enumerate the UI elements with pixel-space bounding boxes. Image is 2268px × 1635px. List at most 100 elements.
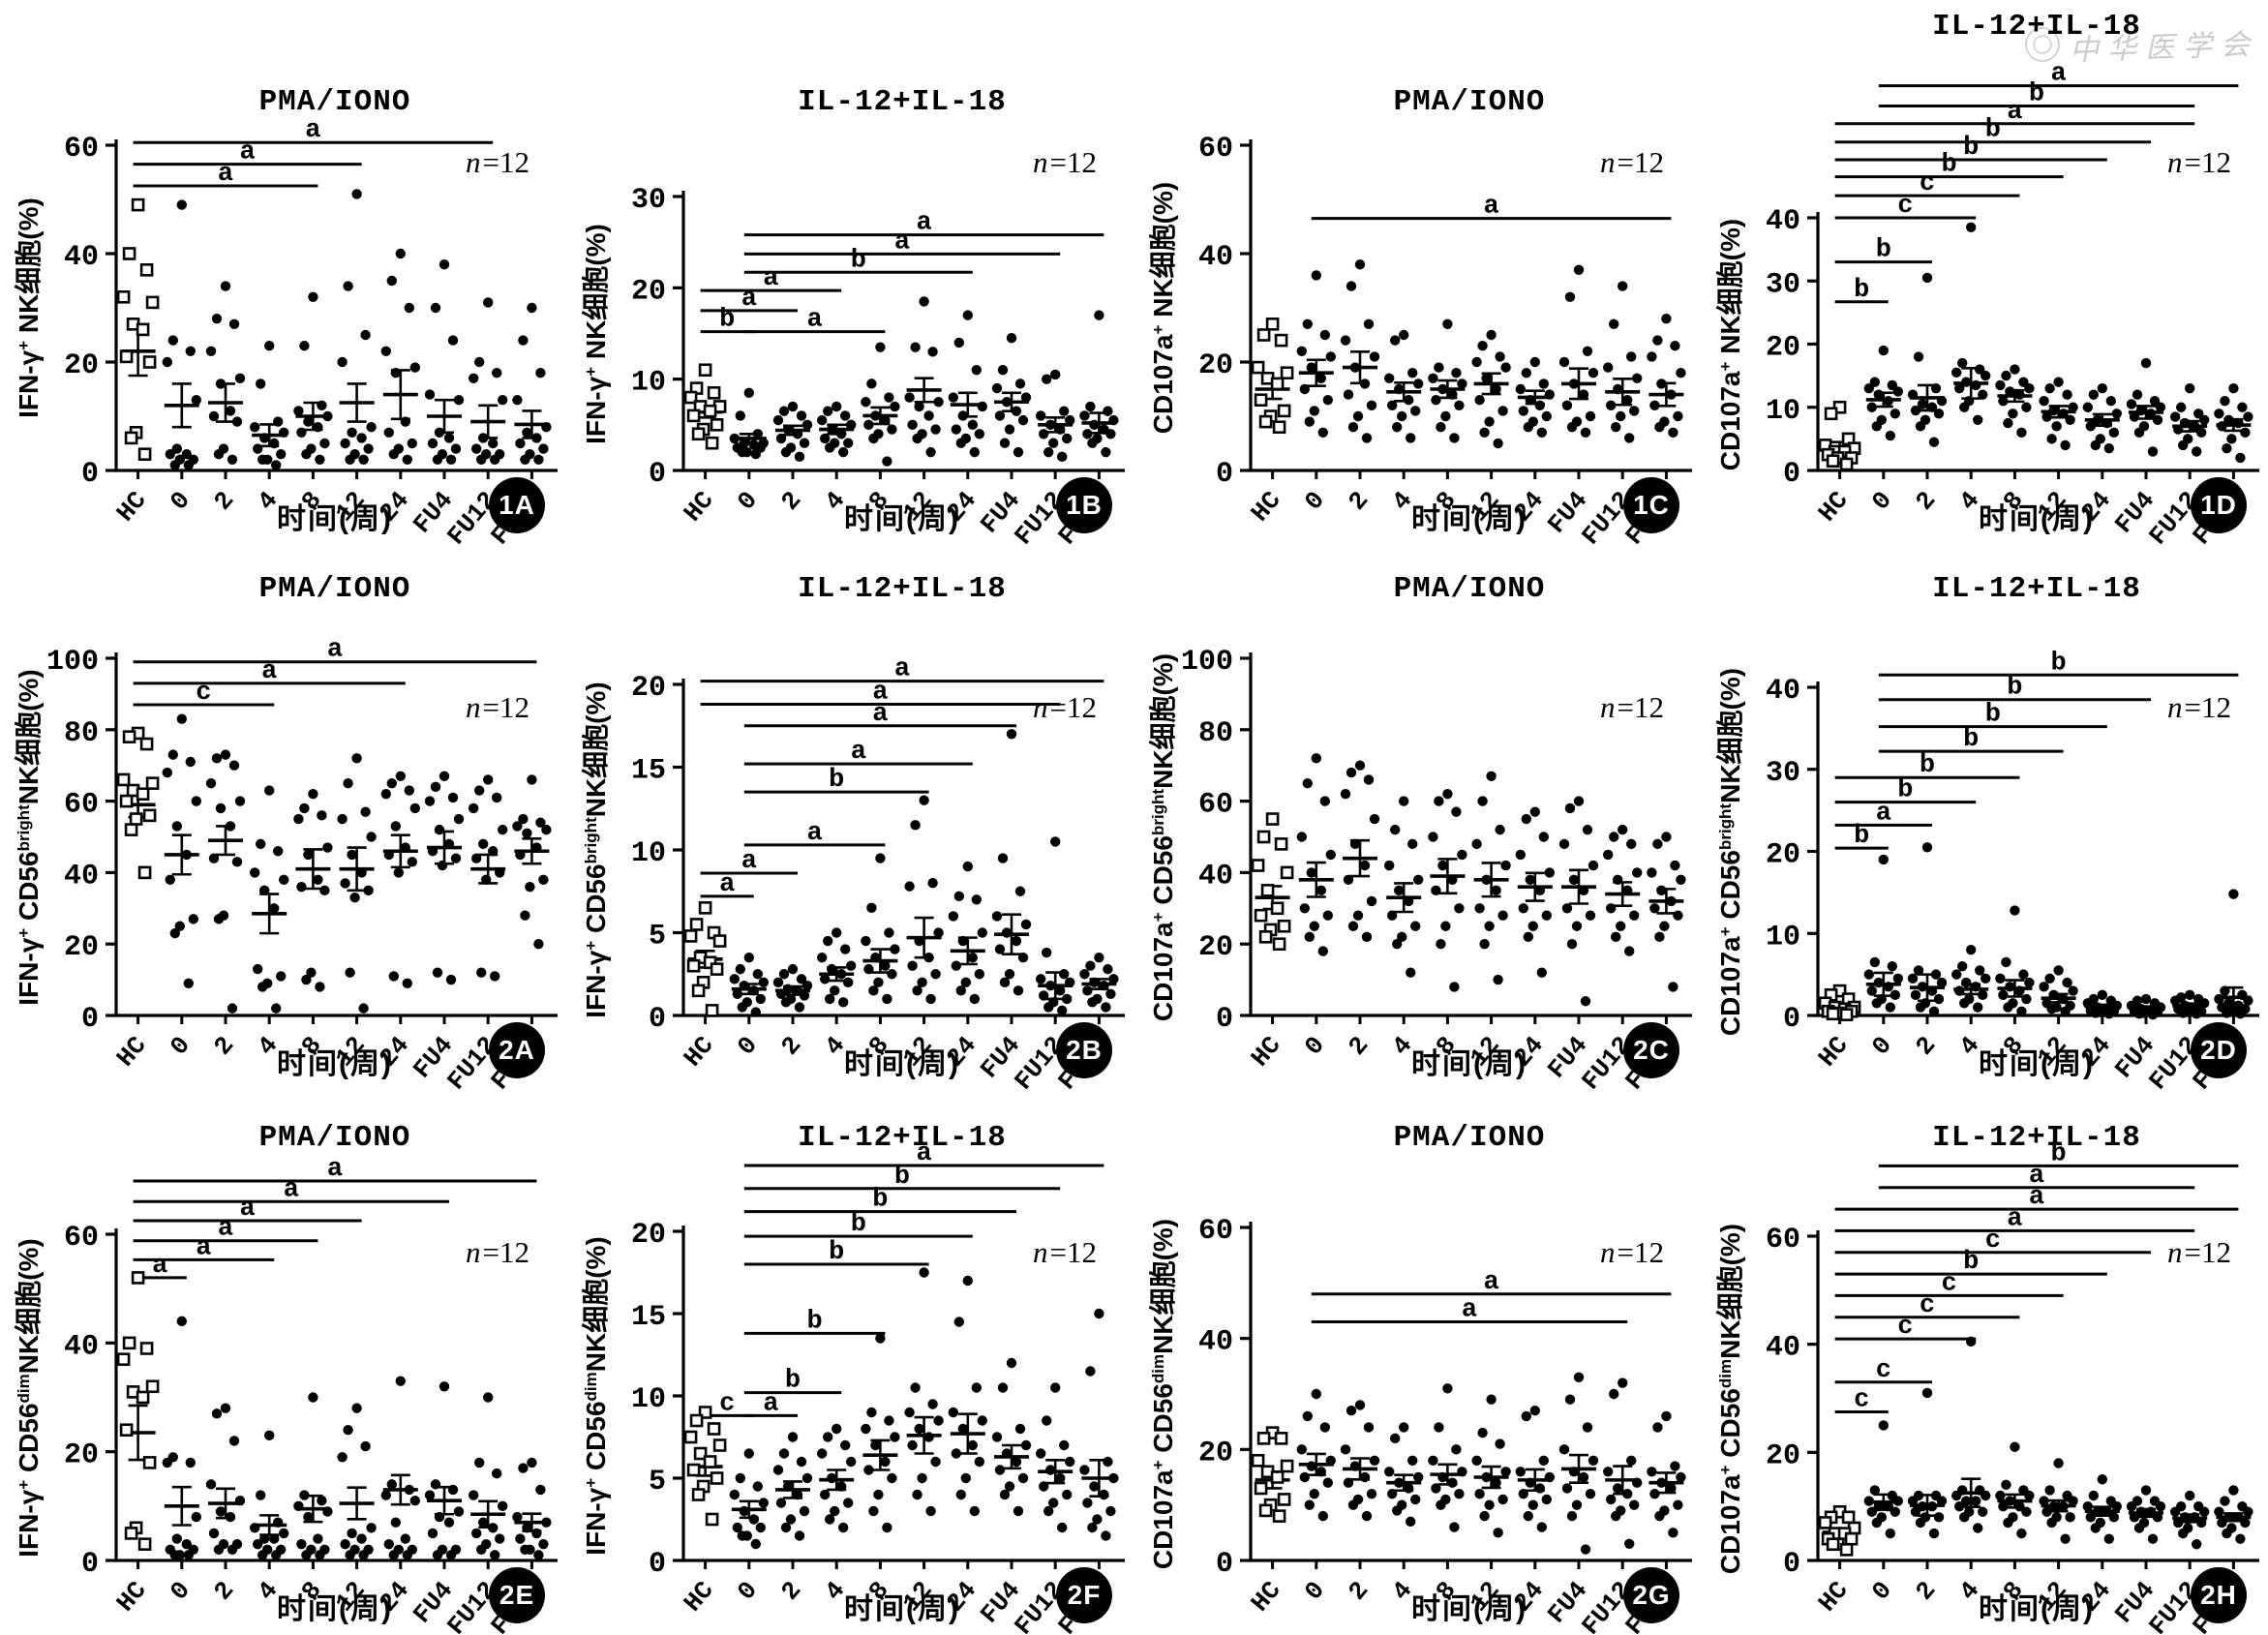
svg-text:c: c [719, 1389, 735, 1418]
svg-text:60: 60 [1198, 789, 1233, 822]
data-points [116, 189, 552, 470]
svg-text:b: b [2029, 80, 2044, 109]
panel-1C: 0204060HC02481224FU4FU12FU24a PMA/IONO n… [1134, 0, 1701, 545]
svg-text:0: 0 [1216, 458, 1233, 491]
svg-text:a: a [2029, 1183, 2044, 1212]
axes [1816, 1230, 2259, 1562]
svg-text:b: b [1876, 236, 1891, 265]
svg-text:60: 60 [1766, 1224, 1800, 1257]
svg-text:40: 40 [64, 860, 99, 893]
svg-text:b: b [1941, 151, 1956, 180]
panel-title: PMA/IONO [258, 85, 411, 119]
svg-text:a: a [741, 285, 757, 314]
svg-text:60: 60 [1198, 133, 1233, 166]
sample-size-label: n=12 [466, 145, 529, 179]
svg-text:b: b [2050, 1139, 2066, 1168]
svg-text:15: 15 [631, 755, 666, 788]
svg-text:b: b [1963, 134, 1979, 163]
svg-text:100: 100 [1181, 646, 1233, 679]
svg-text:5: 5 [649, 1466, 666, 1499]
svg-text:b: b [2007, 674, 2022, 703]
panel-title: IL-12+IL-18 [1932, 572, 2141, 606]
svg-text:a: a [327, 1155, 343, 1184]
x-axis-label: 时间(周) [844, 503, 960, 535]
svg-text:80: 80 [1198, 717, 1233, 750]
svg-text:20: 20 [64, 1439, 99, 1472]
scatter-plot: 0204060HC02481224FU4FU12FU24cccccbcaaab [1766, 1139, 2259, 1635]
svg-text:b: b [1985, 701, 2001, 730]
svg-text:40: 40 [64, 1330, 99, 1363]
svg-text:a: a [327, 636, 343, 665]
svg-text:a: a [239, 1195, 255, 1224]
sample-size-label: n=12 [2167, 145, 2231, 179]
panel-title: IL-12+IL-18 [1932, 1121, 2141, 1155]
data-points [683, 296, 1119, 467]
svg-text:20: 20 [631, 1219, 666, 1252]
scatter-plot: 010203040HC02481224FU4FU12FU24babbbbbb [1766, 649, 2259, 1090]
scatter-plot: 05101520HC02481224FU4FU12FU24cabbbbbba [631, 1139, 1125, 1635]
svg-text:b: b [719, 306, 735, 335]
data-points [1251, 1372, 1686, 1555]
panel-title: PMA/IONO [1393, 572, 1546, 606]
panel-title: PMA/IONO [1393, 1121, 1546, 1155]
svg-text:b: b [829, 766, 844, 795]
society-seal-icon [2025, 27, 2060, 62]
svg-text:a: a [719, 870, 735, 899]
panel-badge: 2G [1623, 1567, 1679, 1623]
y-axis-label: CD107a+ CD56brightNK细胞(%) [1715, 667, 1745, 1036]
panel-badge: 1A [489, 477, 545, 533]
x-axis-label: 时间(周) [277, 503, 393, 535]
sample-size-label: n=12 [1033, 1235, 1097, 1269]
svg-text:30: 30 [1766, 268, 1800, 301]
svg-text:0: 0 [1783, 1003, 1800, 1036]
y-axis-label: IFN-γ+ CD56brightNK细胞(%) [581, 681, 611, 1018]
axis-ticks: 05101520HC02481224FU4FU12FU24 [631, 672, 1114, 1090]
svg-text:a: a [2029, 1162, 2044, 1191]
scatter-plot: 0204060HC02481224FU4FU12FU24aa [1198, 1215, 1692, 1635]
x-axis-label: 时间(周) [1411, 503, 1527, 535]
panel-title: IL-12+IL-18 [1932, 10, 2141, 44]
svg-text:40: 40 [1198, 241, 1233, 274]
svg-text:a: a [894, 655, 910, 684]
svg-text:a: a [872, 700, 888, 729]
svg-text:40: 40 [1766, 1332, 1800, 1365]
data-points [1818, 842, 2253, 1021]
svg-text:a: a [2007, 98, 2022, 127]
axis-ticks: 0204060HC02481224FU4FU12FU24 [64, 133, 547, 545]
data-points [1251, 259, 1686, 449]
scatter-plot: 0204060HC02481224FU4FU12FU24aaaaaa [64, 1155, 558, 1635]
svg-text:20: 20 [1198, 931, 1233, 964]
axis-ticks: 0204060HC02481224FU4FU12FU24 [1198, 133, 1681, 545]
svg-text:a: a [894, 227, 910, 257]
svg-text:b: b [829, 1238, 844, 1267]
svg-text:0: 0 [81, 458, 99, 491]
x-axis-label: 时间(周) [1979, 1048, 2095, 1080]
svg-text:60: 60 [1198, 1215, 1233, 1248]
svg-text:20: 20 [1766, 839, 1800, 872]
svg-text:a: a [741, 847, 757, 876]
svg-text:30: 30 [631, 184, 666, 217]
svg-text:100: 100 [46, 646, 99, 679]
y-axis-label: IFN-γ+ CD56dimNK细胞(%) [581, 1236, 611, 1556]
svg-text:c: c [1854, 1385, 1869, 1414]
svg-text:10: 10 [1766, 395, 1800, 428]
svg-text:60: 60 [64, 1222, 99, 1255]
svg-text:a: a [916, 1139, 931, 1168]
svg-text:0: 0 [649, 1548, 666, 1581]
axis-ticks: 0204060HC02481224FU4FU12FU24 [1766, 1224, 2249, 1635]
svg-text:20: 20 [64, 931, 99, 964]
watermark: 中华医学会 [2025, 23, 2259, 67]
svg-text:a: a [872, 679, 888, 708]
x-axis-label: 时间(周) [1979, 1593, 2095, 1625]
svg-text:10: 10 [631, 367, 666, 400]
svg-text:80: 80 [64, 717, 99, 750]
y-axis-label: CD107a+ CD56brightNK细胞(%) [1148, 652, 1178, 1021]
data-points [683, 729, 1119, 1017]
scatter-plot: 010203040HC02481224FU4FU12FU24bbccbbbaba [1766, 60, 2259, 545]
svg-text:c: c [1920, 1291, 1935, 1320]
svg-text:a: a [851, 738, 866, 767]
panel-title: IL-12+IL-18 [798, 85, 1007, 119]
